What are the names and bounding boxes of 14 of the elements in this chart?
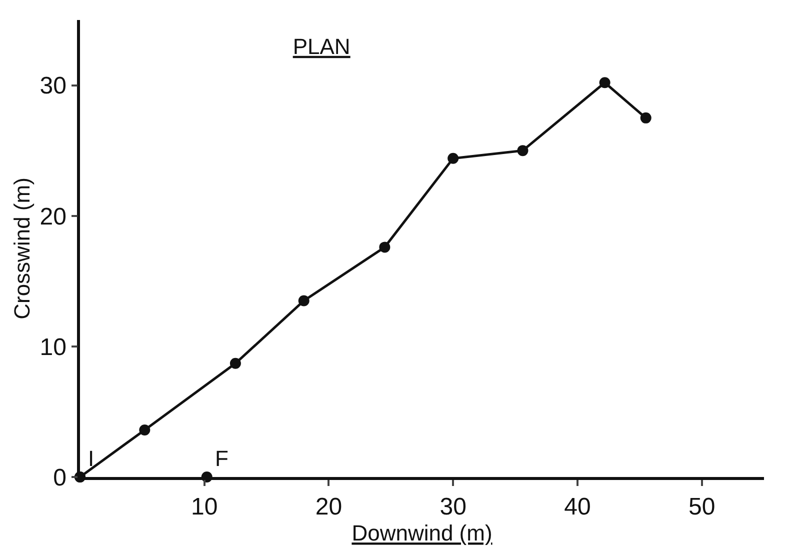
x-tick-label: 50 xyxy=(688,494,716,521)
y-tick-label: 30 xyxy=(40,72,66,100)
y-tick-label: 10 xyxy=(40,334,66,361)
x-tick-label: 10 xyxy=(191,494,218,521)
x-axis-title: Downwind (m) xyxy=(352,520,492,546)
annotation: I xyxy=(88,446,94,471)
x-tick-label: 20 xyxy=(315,494,342,521)
y-tick-label: 0 xyxy=(53,464,66,492)
text: PLAN xyxy=(292,34,350,59)
x-tick-label: 30 xyxy=(440,494,466,521)
x-tick-label: 40 xyxy=(564,494,591,521)
y-tick-label: 20 xyxy=(40,203,66,230)
y-axis-title: Crosswind (m) xyxy=(10,178,35,320)
annotation: F xyxy=(215,446,228,471)
